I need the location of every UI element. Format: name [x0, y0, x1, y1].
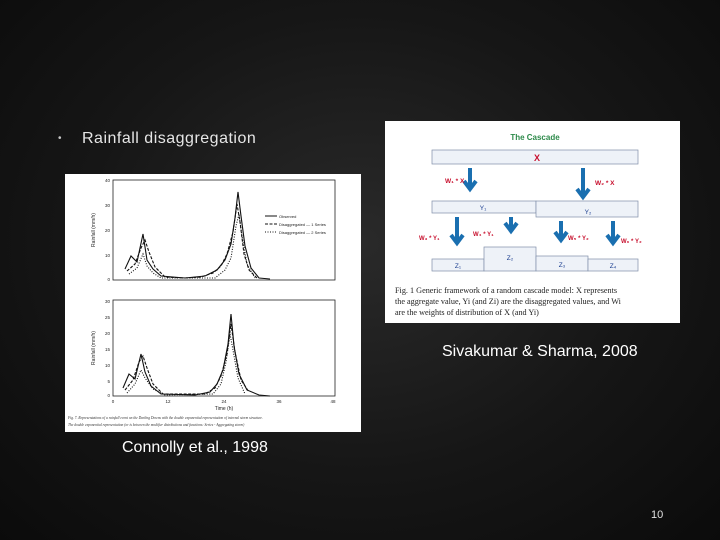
arrow-w4 — [503, 217, 519, 235]
arrow-w1 — [462, 168, 478, 193]
arrow-w5 — [553, 221, 569, 244]
cascade-caption-line3: are the weights of distribution of X (an… — [395, 308, 539, 317]
label-w1x: W₁ * X — [445, 178, 465, 185]
caption-connolly: Connolly et al., 1998 — [122, 439, 268, 456]
bottom-disagg2-line — [126, 333, 246, 396]
bottom-ytick: 0 — [107, 393, 110, 398]
label-z2: Z₂ — [507, 255, 514, 262]
caption-sivakumar-sharma: Sivakumar & Sharma, 2008 — [442, 343, 638, 360]
label-z4: Z₄ — [610, 263, 617, 270]
xtick: 24 — [221, 399, 227, 404]
cascade-caption-line1: Fig. 1 Generic framework of a random cas… — [395, 286, 617, 295]
bullet-rainfall-disaggregation: Rainfall disaggregation — [82, 130, 257, 147]
label-y1: Y₁ — [480, 205, 487, 212]
top-panel-frame — [112, 179, 336, 281]
bottom-ylabel: Rainfall (mm/h) — [91, 331, 97, 365]
label-w3y1: W₃ * Y₁ — [419, 236, 440, 242]
arrow-w6 — [605, 221, 621, 247]
arrow-w2 — [575, 168, 591, 201]
top-ylabel: Rainfall (mm/h) — [91, 213, 97, 247]
xtick: 48 — [330, 399, 336, 404]
slide-number: 10 — [651, 509, 664, 521]
arrow-w3 — [449, 217, 465, 247]
level2-box-z4 — [587, 258, 639, 272]
xtick: 0 — [112, 399, 115, 404]
bullet-marker: • — [58, 133, 62, 144]
figure-rainfall-hyetographs: Rainfall (mm/h) 40 30 20 10 0 Observed D… — [65, 174, 361, 432]
label-x: X — [534, 153, 540, 163]
bottom-ytick: 5 — [107, 379, 110, 384]
legend-observed: Observed — [279, 214, 296, 219]
xtick: 36 — [276, 399, 282, 404]
top-ytick: 0 — [107, 277, 110, 282]
bottom-ytick: 10 — [105, 363, 111, 368]
level1-box-y2 — [535, 200, 639, 218]
legend-disagg2: Disaggregated — 2 Series — [279, 230, 326, 235]
top-ytick: 20 — [105, 228, 111, 233]
xlabel: Time (h) — [215, 406, 234, 412]
left-fig-caption-line1: Fig. 7. Representations of a rainfall ev… — [67, 416, 263, 420]
cascade-title: The Cascade — [510, 133, 560, 142]
bottom-ytick: 20 — [105, 331, 111, 336]
bottom-panel-frame — [112, 299, 336, 397]
level0-box — [431, 149, 639, 165]
top-ytick: 30 — [105, 203, 111, 208]
label-y2: Y₂ — [585, 209, 592, 216]
label-w2x: W₂ * X — [595, 180, 615, 187]
cascade-caption-line2: the aggregate value, Yi (and Zi) are the… — [395, 297, 622, 306]
figure-random-cascade: The Cascade X W₁ * X W₂ * X Y₁ Y₂ W₃ * Y… — [385, 121, 680, 323]
xtick: 12 — [165, 399, 171, 404]
top-ytick: 40 — [105, 178, 111, 183]
bottom-disagg1-line — [124, 323, 250, 395]
legend-disagg1: Disaggregated — 1 Series — [279, 222, 326, 227]
bottom-ytick: 15 — [105, 347, 111, 352]
bottom-observed-line — [122, 313, 271, 397]
label-w5y2: W₅ * Y₂ — [568, 236, 589, 242]
left-fig-caption-line2: The double exponential representation (o… — [68, 423, 245, 427]
bottom-ytick: 30 — [105, 299, 111, 304]
top-disagg1-line — [126, 203, 258, 279]
top-disagg2-line — [128, 213, 256, 279]
top-ytick: 10 — [105, 253, 111, 258]
label-w6y2: W₆ * Y₂ — [621, 239, 642, 245]
level2-box-z2 — [483, 246, 537, 272]
label-z1: Z₁ — [455, 263, 462, 270]
label-z3: Z₃ — [559, 262, 566, 269]
bottom-ytick: 25 — [105, 315, 111, 320]
label-w4y1: W₄ * Y₁ — [473, 232, 494, 238]
